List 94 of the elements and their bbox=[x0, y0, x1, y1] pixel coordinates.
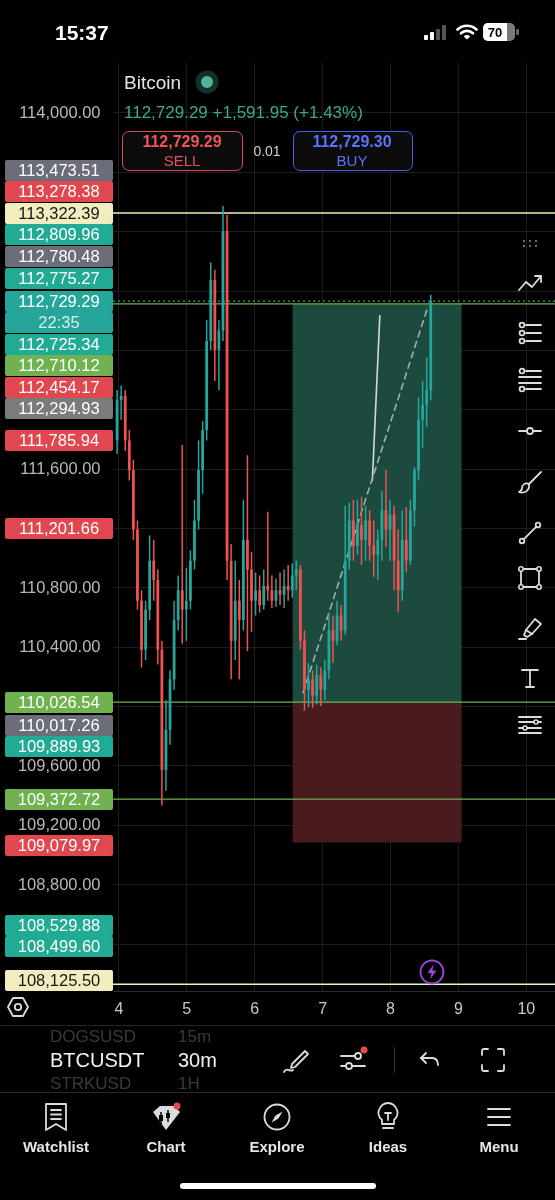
x-tick-label: 9 bbox=[453, 999, 463, 1017]
text: DOGSUSD bbox=[50, 1026, 136, 1046]
x-tick-label: 10 bbox=[517, 999, 536, 1017]
candlestick bbox=[180, 444, 184, 645]
candlestick bbox=[237, 579, 241, 681]
text: 111,785.94 bbox=[5, 429, 113, 451]
candlestick bbox=[307, 662, 310, 709]
candlestick bbox=[136, 519, 139, 611]
candlestick bbox=[323, 659, 327, 701]
text: 112,454.17 bbox=[5, 376, 113, 398]
text: 109,079.97 bbox=[5, 834, 113, 856]
text: 111,201.66 bbox=[5, 517, 113, 539]
candlestick bbox=[417, 396, 420, 482]
candlestick bbox=[258, 574, 262, 614]
text: Bitcoin bbox=[124, 71, 182, 93]
y-tick-label: 108,800.00 bbox=[17, 874, 101, 893]
ref-line-label: 108,125.50 bbox=[5, 969, 113, 991]
candlestick bbox=[262, 568, 266, 611]
candlestick bbox=[197, 439, 200, 531]
candlestick bbox=[189, 549, 192, 611]
candlestick bbox=[184, 567, 188, 642]
x-tick-label: 6 bbox=[250, 999, 260, 1017]
y-tick-label: 109,600.00 bbox=[17, 755, 101, 774]
candlestick bbox=[201, 420, 205, 495]
y-tick-label: 109,200.00 bbox=[17, 815, 101, 834]
annotation: 112,729.29 bbox=[142, 133, 222, 150]
candlestick bbox=[152, 539, 156, 602]
text: 15:37 bbox=[55, 20, 109, 44]
candlestick bbox=[404, 506, 408, 574]
candlestick bbox=[311, 669, 315, 709]
candlestick bbox=[339, 604, 343, 642]
text: 15m bbox=[178, 1026, 212, 1046]
text: 112,729.29 +1,591.95 (+1.43%) bbox=[124, 103, 363, 122]
candlestick bbox=[250, 550, 253, 633]
annotation: BUY bbox=[336, 151, 368, 169]
text: BTCUSDT bbox=[50, 1049, 145, 1071]
ref-line-label: 109,372.72 bbox=[5, 788, 113, 810]
text: 112,294.93 bbox=[5, 398, 113, 420]
candlestick bbox=[425, 356, 429, 428]
candlestick bbox=[193, 499, 196, 571]
text: 70 bbox=[487, 24, 503, 40]
annotation: 0.01 bbox=[253, 143, 281, 159]
annotation: SELL bbox=[163, 151, 201, 169]
text: 110,017.26 bbox=[5, 714, 113, 736]
ref-line-label: 110,026.54 bbox=[5, 691, 113, 713]
candlestick bbox=[356, 499, 359, 556]
candlestick bbox=[421, 380, 424, 449]
text: 109,889.93 bbox=[5, 736, 113, 757]
text: 112,775.27 bbox=[5, 267, 113, 289]
text: 108,529.88 bbox=[5, 914, 113, 936]
text: Watchlist bbox=[22, 1137, 90, 1155]
text: 108,499.60 bbox=[5, 936, 113, 957]
candlestick bbox=[119, 384, 123, 421]
x-tick-label: 5 bbox=[182, 999, 192, 1017]
text: 1H bbox=[178, 1073, 200, 1093]
text: Ideas bbox=[368, 1137, 408, 1155]
x-tick-label: 7 bbox=[318, 999, 328, 1017]
text: 112,710.12 bbox=[5, 355, 113, 377]
text: STRKUSD bbox=[50, 1073, 132, 1093]
y-tick-label: 110,400.00 bbox=[19, 637, 101, 656]
x-tick-label: 4 bbox=[114, 999, 124, 1017]
candlestick bbox=[290, 562, 294, 599]
candlestick bbox=[298, 564, 302, 651]
candlestick bbox=[286, 564, 290, 602]
text: Chart bbox=[146, 1137, 186, 1155]
candlestick bbox=[372, 519, 376, 578]
y-tick-label: 114,000.00 bbox=[19, 102, 101, 121]
text: Menu bbox=[479, 1137, 519, 1155]
candlestick bbox=[246, 454, 249, 652]
candlestick bbox=[413, 466, 416, 528]
text: 113,278.38 bbox=[5, 181, 113, 202]
text: Explore bbox=[249, 1137, 305, 1155]
y-tick-label: 111,600.00 bbox=[20, 459, 101, 478]
x-tick-label: 8 bbox=[386, 999, 396, 1017]
candlestick bbox=[140, 589, 143, 669]
candlestick bbox=[408, 499, 412, 566]
annotation: 112,729.30 bbox=[312, 133, 392, 150]
text: 112,725.34 bbox=[5, 333, 113, 355]
candlestick bbox=[144, 599, 147, 661]
candlestick bbox=[303, 629, 306, 712]
text: 112,780.48 bbox=[5, 245, 113, 267]
candlestick bbox=[364, 504, 367, 562]
ref-line-label: 113,322.39 bbox=[5, 202, 113, 224]
text: 113,473.51 bbox=[5, 159, 113, 181]
text: 30m bbox=[178, 1049, 217, 1071]
candlestick bbox=[315, 663, 319, 706]
candlestick bbox=[254, 571, 257, 617]
text: 22:35 bbox=[5, 312, 113, 334]
text: 112,809.96 bbox=[5, 224, 113, 245]
candlestick bbox=[319, 666, 323, 707]
candlestick bbox=[266, 510, 270, 602]
candlestick bbox=[360, 496, 363, 566]
y-tick-label: 110,800.00 bbox=[19, 577, 101, 596]
ref-line-label: 112,729.29 bbox=[5, 290, 113, 312]
